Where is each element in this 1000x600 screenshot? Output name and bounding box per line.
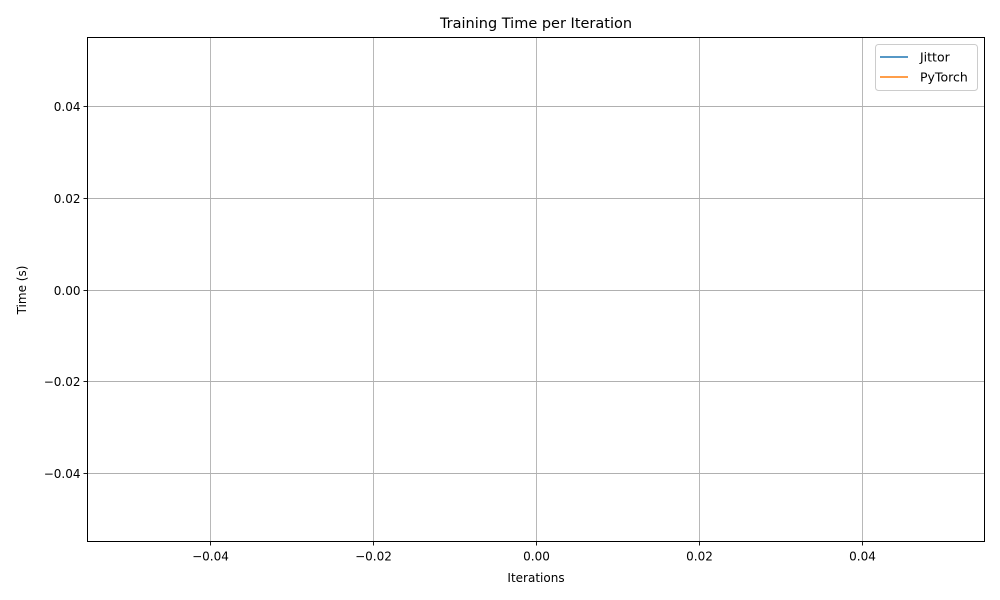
x-tick-label: 0.02 [686, 550, 713, 564]
chart-title: Training Time per Iteration [439, 16, 632, 32]
legend-label-jittor: Jittor [919, 50, 951, 65]
y-axis: −0.04 −0.02 0.00 0.02 0.04 [44, 100, 88, 481]
legend: Jittor PyTorch [875, 44, 978, 91]
x-tick-label: −0.04 [192, 550, 229, 564]
y-axis-title: Time (s) [15, 266, 29, 316]
grid [87, 37, 985, 542]
legend-label-pytorch: PyTorch [920, 70, 968, 85]
plot-area-frame [87, 37, 985, 542]
y-tick-label: 0.04 [54, 100, 81, 114]
y-tick-label: 0.00 [54, 284, 81, 298]
y-tick-label: −0.04 [44, 467, 81, 481]
y-tick-label: −0.02 [44, 375, 81, 389]
x-tick-label: 0.00 [523, 550, 550, 564]
x-tick-label: 0.04 [849, 550, 876, 564]
x-tick-label: −0.02 [355, 550, 392, 564]
y-tick-label: 0.02 [54, 192, 81, 206]
x-axis-title: Iterations [507, 571, 564, 585]
x-axis: −0.04 −0.02 0.00 0.02 0.04 [192, 541, 876, 564]
legend-box [875, 44, 978, 91]
